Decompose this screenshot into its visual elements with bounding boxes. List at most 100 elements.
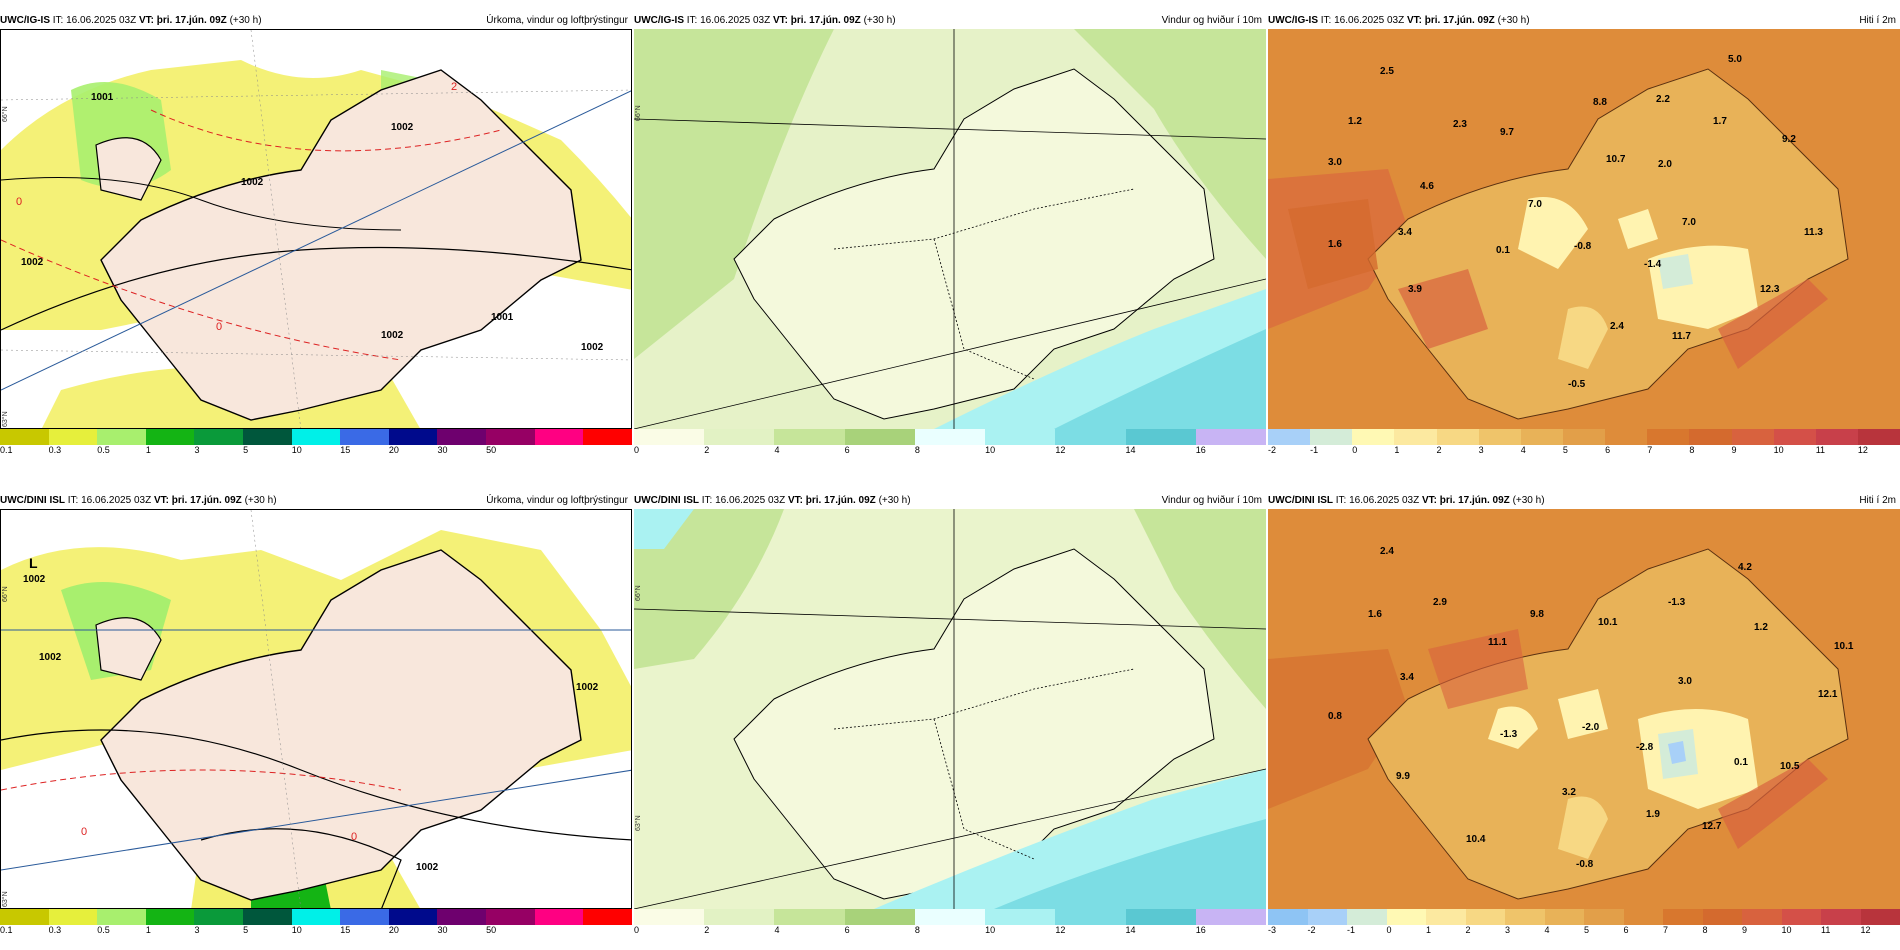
temperature-value-label: 9.2 (1782, 134, 1796, 145)
panel-precip-bottom: UWC/DINI ISL IT: 16.06.2025 03Z VT: þri.… (0, 492, 632, 942)
colorbar-swatch (1742, 909, 1782, 925)
colorbar-tick-label: 14 (1125, 925, 1136, 935)
panel-wind-top: UWC/IG-IS IT: 16.06.2025 03Z VT: þri. 17… (634, 12, 1266, 462)
wind-map: 66°N 63°N (634, 509, 1266, 909)
colorbar-tick-label: 11 (1815, 445, 1826, 455)
lat-label: 63°N (1, 891, 9, 907)
temperature-value-label: 11.7 (1672, 331, 1691, 342)
vt-label: VT: (1406, 15, 1422, 26)
colorbar-swatch (1307, 909, 1347, 925)
colorbar-tick-label: 2 (704, 925, 710, 935)
colorbar-tick-label: 8 (1689, 445, 1695, 455)
valid-time: þri. 17.jún. 09Z (1439, 495, 1510, 506)
colorbar-swatch (534, 429, 584, 445)
colorbar-swatch (774, 429, 845, 445)
model-name: UWC/IG-IS (1268, 15, 1318, 26)
valid-time: þri. 17.jún. 09Z (805, 495, 876, 506)
colorbar-tick-label: 15 (340, 445, 351, 455)
colorbar-swatch (48, 429, 98, 445)
temperature-value-label: -1.3 (1500, 729, 1518, 740)
colorbar-swatch (704, 909, 775, 925)
colorbar-swatch (844, 429, 915, 445)
colorbar-swatch (1857, 429, 1900, 445)
colorbar-swatch (583, 429, 632, 445)
colorbar-tick-label: 9 (1742, 925, 1748, 935)
pressure-label: 1002 (39, 652, 62, 663)
temperature-value-label: 5.0 (1728, 54, 1742, 65)
temperature-value-label: 2.2 (1656, 94, 1670, 105)
colorbar-tick-label: 12 (1857, 445, 1868, 455)
pressure-label: 1002 (576, 682, 599, 693)
temp-labels-bottom: 2.4 1.6 2.9 9.8 10.1 -1.3 4.2 1.2 10.1 11.1 3.4 3.0… (1268, 509, 1900, 909)
colorbar-tick-label: -2 (1268, 445, 1277, 455)
colorbar-tick-label: 30 (437, 445, 448, 455)
colorbar-tick-label: 1 (1426, 925, 1432, 935)
temperature-value-label: 3.4 (1398, 227, 1412, 238)
temperature-value-label: 3.4 (1400, 672, 1414, 683)
colorbar-tick-label: 7 (1647, 445, 1653, 455)
colorbar-tick-label: 50 (486, 445, 497, 455)
colorbar-swatch (145, 909, 195, 925)
colorbar-tick-label: 10 (985, 445, 996, 455)
lat-label: 66°N (634, 585, 642, 601)
model-name: UWC/DINI ISL (0, 495, 65, 506)
colorbar-swatch (0, 909, 49, 925)
temp-colorbar-ticks: -3-2-1012345678910111213 (1268, 925, 1900, 937)
lead-time: (+30 h) (244, 495, 277, 506)
colorbar-tick-label: 5 (1562, 445, 1568, 455)
temperature-value-label: 2.9 (1433, 597, 1447, 608)
temperature-value-label: -0.8 (1574, 241, 1592, 252)
temperature-value-label: 12.3 (1760, 284, 1780, 295)
colorbar-swatch (844, 909, 915, 925)
temperature-value-label: 9.8 (1530, 609, 1544, 620)
temp-colorbar (1268, 429, 1900, 445)
temperature-value-label: 0.1 (1496, 245, 1510, 256)
vt-label: VT: (138, 15, 154, 26)
wind-map: 66°N (634, 29, 1266, 429)
temp-colorbar (1268, 909, 1900, 925)
colorbar-tick-label: 10 (291, 445, 302, 455)
colorbar-tick-label: 6 (844, 925, 850, 935)
colorbar-tick-label: 0.5 (97, 445, 110, 455)
temperature-value-label: 2.5 (1380, 66, 1394, 77)
colorbar-tick-label: 10 (985, 925, 996, 935)
temperature-value-label: 1.6 (1368, 609, 1382, 620)
wind-colorbar (634, 909, 1266, 925)
colorbar-tick-label: 10 (1773, 445, 1784, 455)
lead-time: (+30 h) (229, 15, 262, 26)
colorbar-swatch (774, 909, 845, 925)
colorbar-swatch (1731, 429, 1774, 445)
colorbar-tick-label: 12 (1055, 445, 1066, 455)
colorbar-tick-label: 8 (914, 925, 920, 935)
panel-header: UWC/DINI ISL IT: 16.06.2025 03Z VT: þri.… (634, 492, 1266, 509)
colorbar-swatch (1860, 909, 1900, 925)
colorbar-swatch (291, 429, 341, 445)
colorbar-swatch (486, 909, 535, 925)
colorbar-tick-label: 7 (1663, 925, 1669, 935)
colorbar-tick-label: 0 (634, 445, 640, 455)
lead-time: (+30 h) (1512, 495, 1545, 506)
colorbar-swatch (1352, 429, 1395, 445)
colorbar-tick-label: 11 (1821, 925, 1831, 935)
valid-time: þri. 17.jún. 09Z (1424, 15, 1495, 26)
temperature-value-label: 8.8 (1593, 97, 1607, 108)
colorbar-tick-label: 10 (291, 925, 302, 935)
temperature-value-label: -0.8 (1576, 859, 1594, 870)
temperature-value-label: 7.0 (1528, 199, 1542, 210)
colorbar-tick-label: 1 (1394, 445, 1400, 455)
colorbar-tick-label: 20 (388, 925, 399, 935)
precip-colorbar-ticks: 0.1 0.3 0.5 1 3 5 10 15 20 30 50 (0, 445, 632, 457)
colorbar-tick-label: 5 (243, 925, 249, 935)
colorbar-tick-label: 8 (1702, 925, 1708, 935)
colorbar-tick-label: 30 (437, 925, 448, 935)
colorbar-tick-label: 0.1 (0, 925, 13, 935)
temperature-value-label: 1.2 (1348, 116, 1362, 127)
temperature-value-label: 7.0 (1682, 217, 1696, 228)
temperature-value-label: 4.2 (1738, 562, 1752, 573)
colorbar-tick-label: 5 (243, 445, 249, 455)
temperature-value-label: 10.1 (1598, 617, 1618, 628)
colorbar-tick-label: 3 (194, 445, 200, 455)
panel-header: UWC/IG-IS IT: 16.06.2025 03Z VT: þri. 17… (1268, 12, 1900, 29)
panel-wind-bottom: UWC/DINI ISL IT: 16.06.2025 03Z VT: þri.… (634, 492, 1266, 942)
model-name: UWC/DINI ISL (1268, 495, 1333, 506)
